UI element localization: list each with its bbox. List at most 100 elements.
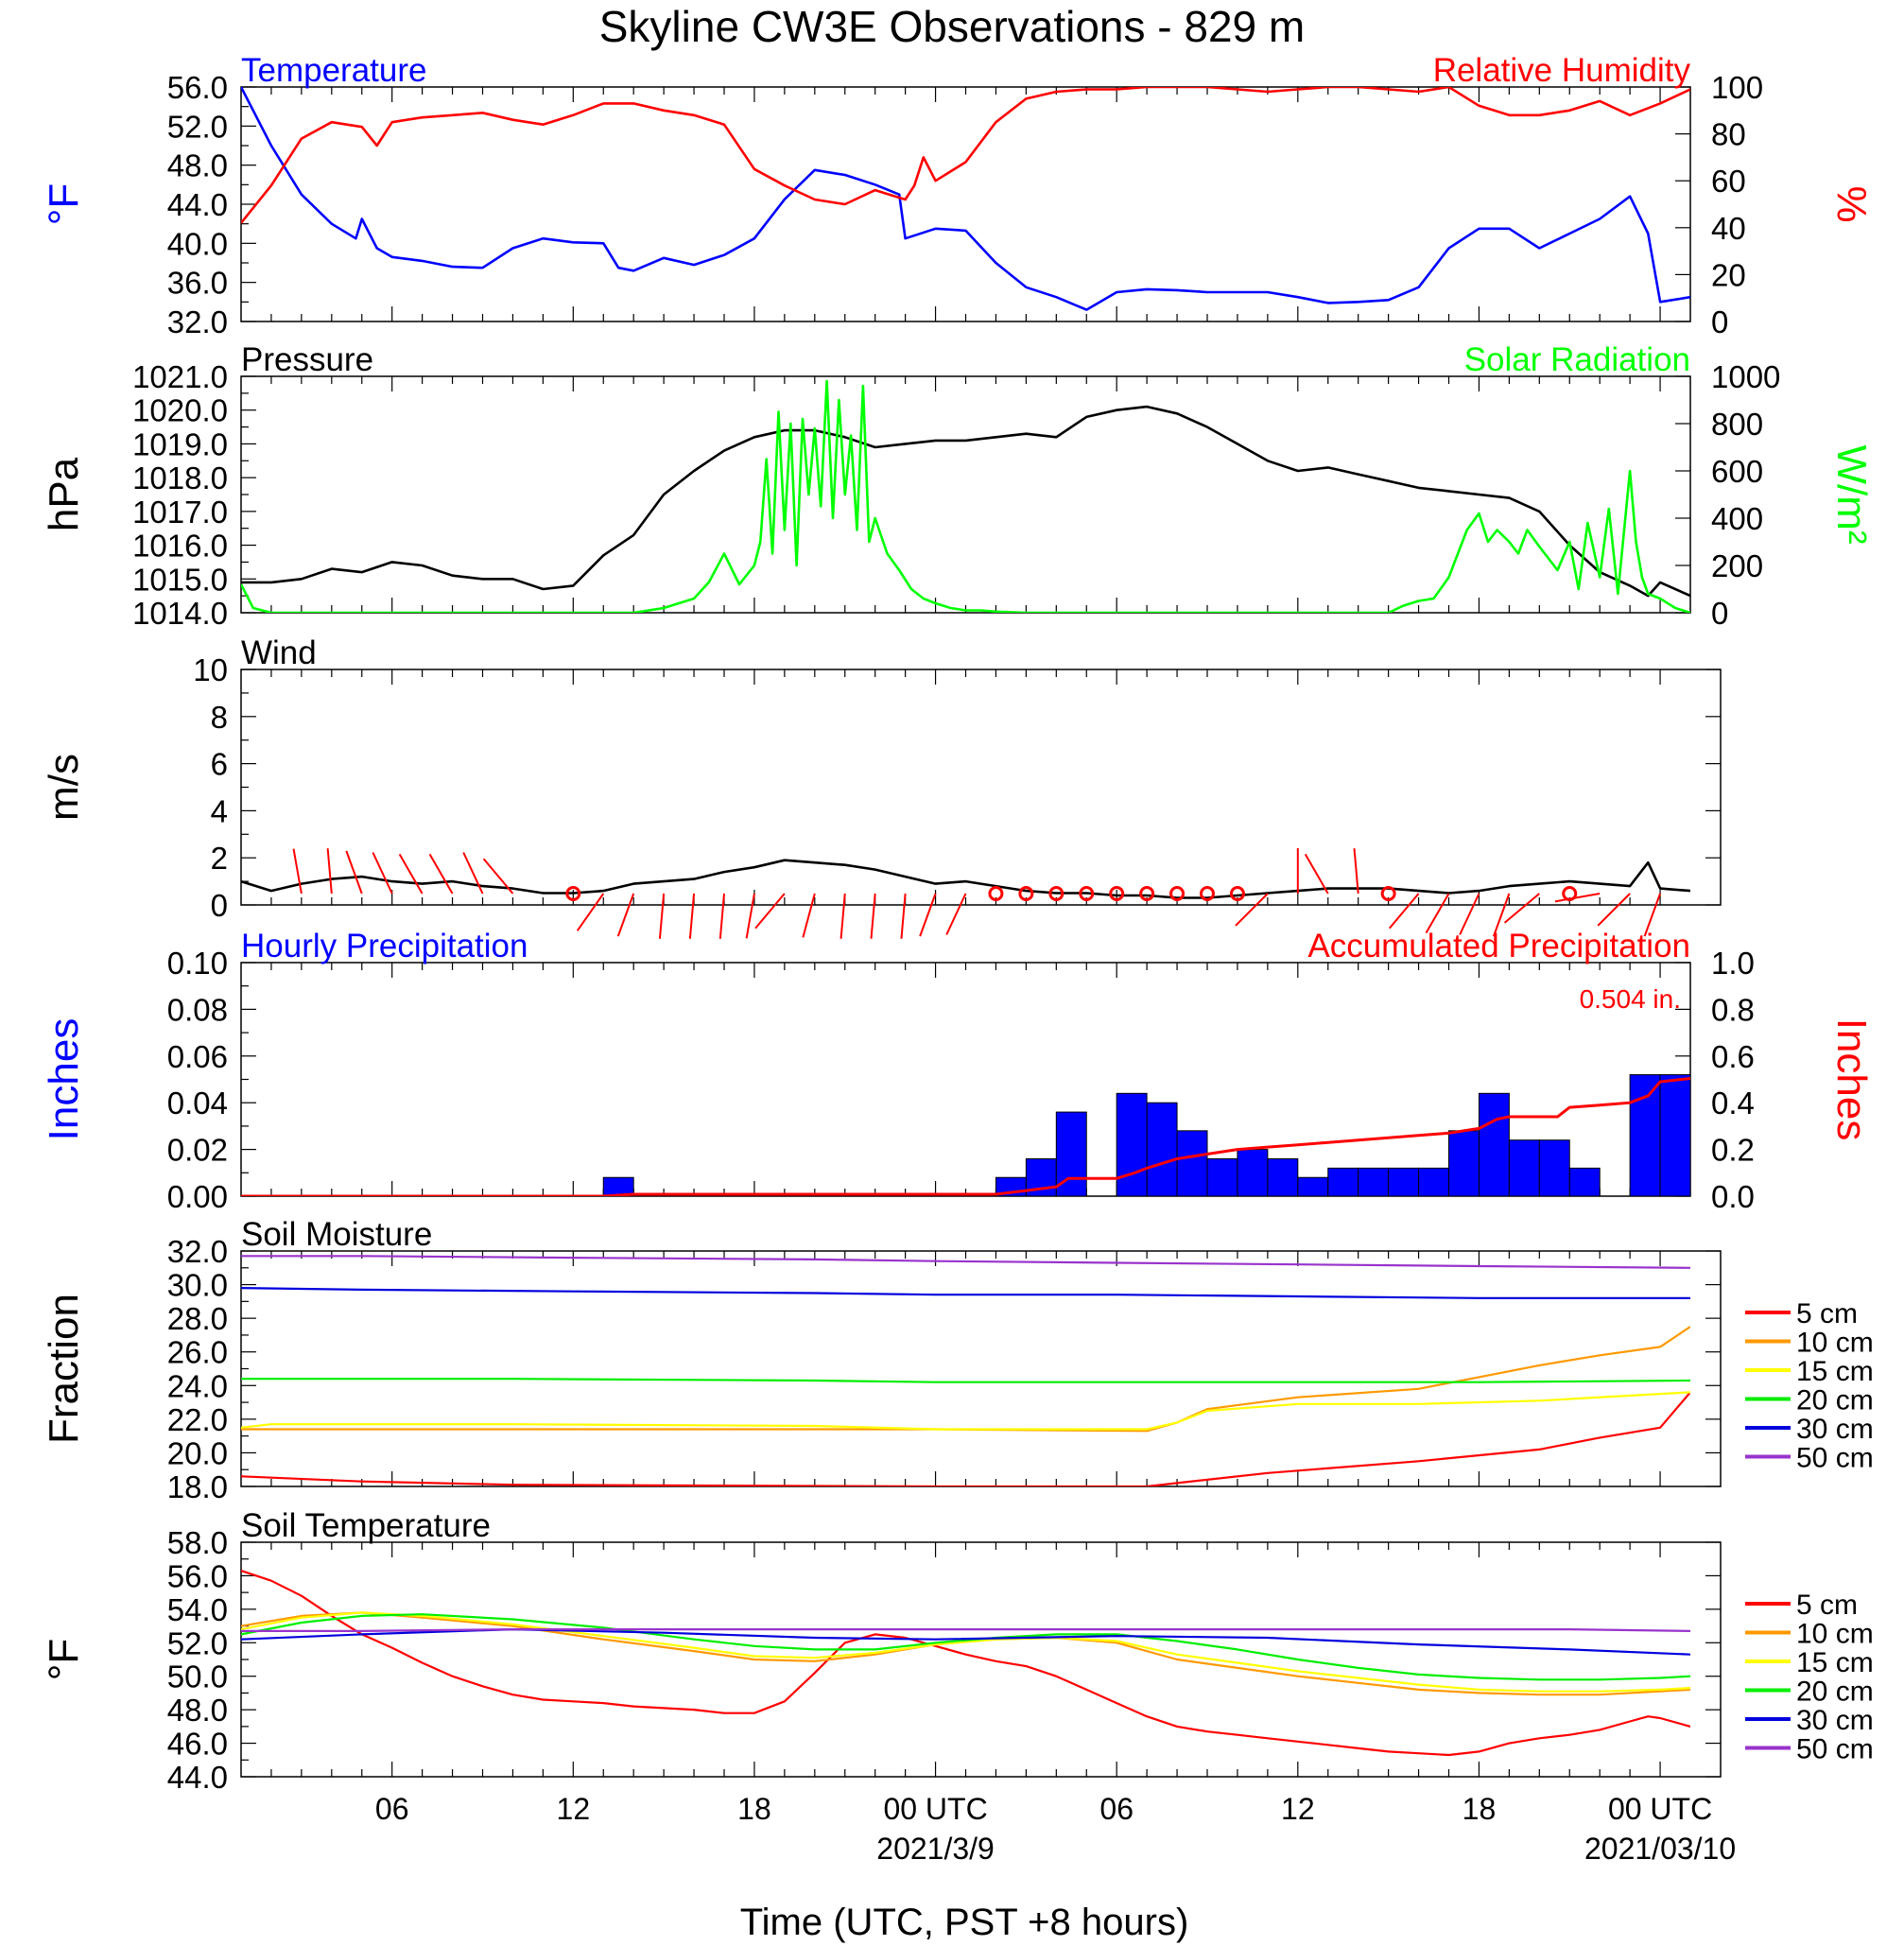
wind-barb bbox=[462, 852, 484, 895]
y-left-tick-label: 48.0 bbox=[167, 148, 228, 183]
y-left-tick-label: 0.04 bbox=[167, 1086, 228, 1121]
y-left-tick-label: 4 bbox=[211, 793, 228, 828]
panel-left-title: Soil Temperature bbox=[241, 1507, 491, 1544]
wind-barb bbox=[900, 893, 907, 939]
y-right-axis-label: % bbox=[1828, 185, 1875, 222]
wind-barb bbox=[658, 893, 666, 939]
wind-calm-marker bbox=[1169, 886, 1186, 901]
legend-label: 30 cm bbox=[1796, 1705, 1874, 1736]
y-left-tick-label: 46.0 bbox=[167, 1727, 228, 1762]
wind-barb bbox=[576, 893, 605, 931]
x-tick-label: 06 bbox=[1099, 1792, 1134, 1826]
plot-frame bbox=[240, 86, 1691, 322]
y-left-axis-label: °F bbox=[41, 183, 87, 225]
y-left-tick-label: 32.0 bbox=[167, 1234, 228, 1269]
panel-soil_moisture: 18.020.022.024.026.028.030.032.0 Soil Moi… bbox=[41, 1216, 1874, 1504]
y-right-tick-label: 0 bbox=[1711, 596, 1728, 631]
plot-frame bbox=[240, 1541, 1722, 1778]
precip-bar bbox=[1448, 1130, 1480, 1197]
wind-calm-marker bbox=[1229, 886, 1245, 901]
wind-barb bbox=[1459, 893, 1480, 935]
legend-label: 10 cm bbox=[1796, 1328, 1874, 1359]
x-tick-label: 18 bbox=[1463, 1792, 1497, 1826]
panel-pressure_solar: 1014.01015.01016.01017.01018.01019.01020… bbox=[41, 341, 1875, 631]
y-left-tick-label: 0.00 bbox=[167, 1179, 228, 1214]
y-right-tick-label: 0.4 bbox=[1711, 1086, 1755, 1121]
wind-calm-marker bbox=[1380, 886, 1396, 901]
wind-barb bbox=[870, 893, 876, 939]
y-left-axis-label: m/s bbox=[41, 754, 87, 821]
y-left-tick-label: 0.10 bbox=[167, 946, 228, 981]
wind-calm-marker bbox=[1109, 886, 1125, 901]
panel-wind: 0 2 4 6 8 10 Wind m/s bbox=[41, 634, 1722, 939]
series-line-20-cm bbox=[241, 1378, 1690, 1383]
wind-barb bbox=[398, 853, 424, 895]
y-right-tick-label: 400 bbox=[1711, 501, 1763, 536]
y-right-tick-label: 40 bbox=[1711, 211, 1746, 246]
precip-bar bbox=[1478, 1092, 1510, 1197]
y-left-tick-label: 1019.0 bbox=[132, 426, 228, 461]
y-left-tick-label: 2 bbox=[211, 841, 228, 876]
precip-bar bbox=[1206, 1157, 1238, 1197]
series-line-15-cm bbox=[241, 1611, 1690, 1693]
y-left-tick-label: 50.0 bbox=[167, 1659, 228, 1694]
series-line-50-cm bbox=[241, 1627, 1690, 1633]
y-left-tick-label: 0.08 bbox=[167, 992, 228, 1027]
wind-barb bbox=[1388, 893, 1420, 930]
y-right-tick-label: 1000 bbox=[1711, 359, 1780, 394]
y-left-tick-label: 1020.0 bbox=[132, 393, 228, 428]
panels: 32.036.040.044.048.052.056.0020406080100… bbox=[41, 52, 1875, 1795]
wind-barb bbox=[1353, 848, 1359, 895]
x-tick-label: 18 bbox=[737, 1792, 771, 1826]
precip-bar bbox=[1659, 1074, 1691, 1197]
y-left-tick-label: 56.0 bbox=[167, 1558, 228, 1593]
plot-frame bbox=[240, 669, 1722, 906]
legend-label: 15 cm bbox=[1796, 1647, 1874, 1678]
y-left-tick-label: 32.0 bbox=[167, 304, 228, 339]
y-right-axis-label: W/m² bbox=[1828, 444, 1875, 544]
wind-barb bbox=[1425, 893, 1450, 934]
y-right-tick-label: 0.6 bbox=[1711, 1039, 1755, 1074]
legend-label: 50 cm bbox=[1796, 1443, 1874, 1474]
wind-barb bbox=[754, 893, 786, 930]
wind-barb bbox=[428, 853, 454, 895]
series-line-20-cm bbox=[241, 1613, 1690, 1681]
total-precip-annotation: 0.504 in. bbox=[1580, 984, 1681, 1014]
time-axis-title: Time (UTC, PST +8 hours) bbox=[740, 1902, 1189, 1943]
legend-label: 15 cm bbox=[1796, 1356, 1874, 1387]
y-left-tick-label: 1016.0 bbox=[132, 529, 228, 564]
y-left-tick-label: 54.0 bbox=[167, 1592, 228, 1627]
wind-barb bbox=[1304, 853, 1329, 895]
time-axis: Time (UTC, PST +8 hours) 06 12 18 00 UTC 06 1… bbox=[375, 1792, 1736, 1943]
x-tick-label: 00 UTC bbox=[1608, 1792, 1712, 1826]
wind-barb bbox=[1554, 893, 1601, 903]
wind-barb bbox=[1493, 893, 1511, 937]
y-left-tick-label: 20.0 bbox=[167, 1435, 228, 1470]
wind-barb bbox=[1643, 893, 1662, 937]
y-left-tick-label: 28.0 bbox=[167, 1301, 228, 1336]
legend-label: 10 cm bbox=[1796, 1619, 1874, 1650]
x-tick-label: 12 bbox=[1281, 1792, 1315, 1826]
y-left-tick-label: 58.0 bbox=[167, 1525, 228, 1560]
y-left-tick-label: 56.0 bbox=[167, 70, 228, 105]
y-left-tick-label: 36.0 bbox=[167, 266, 228, 301]
wind-barb bbox=[616, 893, 635, 937]
y-right-tick-label: 200 bbox=[1711, 548, 1763, 583]
series-line-30-cm bbox=[241, 1287, 1690, 1299]
panel-right-title: Solar Radiation bbox=[1464, 341, 1690, 378]
y-left-tick-label: 44.0 bbox=[167, 187, 228, 222]
precip-bar bbox=[1568, 1167, 1601, 1197]
y-left-tick-label: 48.0 bbox=[167, 1693, 228, 1728]
plot-frame bbox=[240, 1250, 1722, 1487]
y-left-tick-label: 1014.0 bbox=[132, 596, 228, 631]
y-left-tick-label: 10 bbox=[193, 652, 228, 687]
y-right-tick-label: 1.0 bbox=[1711, 946, 1755, 981]
y-right-tick-label: 0.2 bbox=[1711, 1133, 1755, 1168]
y-left-tick-label: 52.0 bbox=[167, 1625, 228, 1660]
precip-bar bbox=[1146, 1102, 1178, 1197]
series-line-solar-radiation bbox=[241, 379, 1690, 613]
y-left-tick-label: 52.0 bbox=[167, 109, 228, 144]
y-left-axis-label: hPa bbox=[41, 457, 87, 531]
wind-barb bbox=[718, 893, 725, 939]
x-tick-label: 12 bbox=[557, 1792, 591, 1826]
